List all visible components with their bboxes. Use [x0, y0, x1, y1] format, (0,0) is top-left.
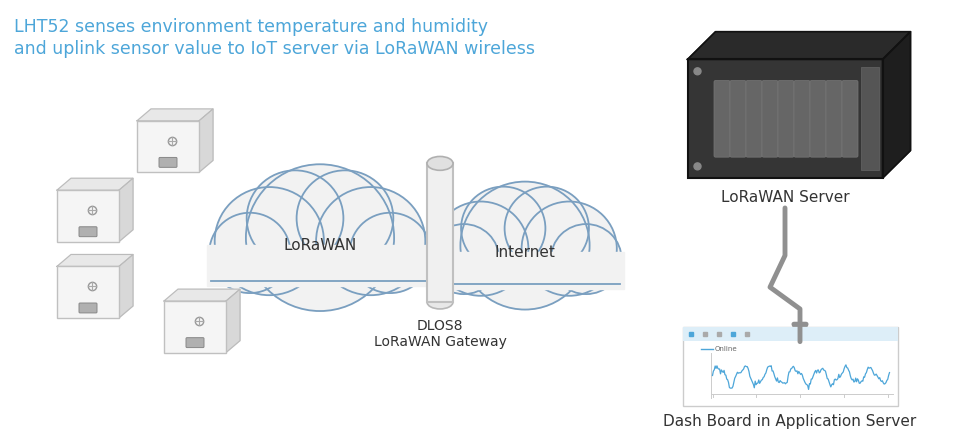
- Polygon shape: [226, 289, 240, 353]
- Polygon shape: [137, 109, 213, 121]
- Circle shape: [247, 170, 343, 266]
- Bar: [682, 327, 898, 341]
- Text: Internet: Internet: [495, 245, 555, 260]
- Text: Dash Board in Application Server: Dash Board in Application Server: [663, 414, 917, 429]
- Bar: [137, 121, 199, 172]
- Circle shape: [246, 164, 394, 311]
- FancyBboxPatch shape: [714, 80, 730, 157]
- Circle shape: [522, 201, 617, 296]
- FancyBboxPatch shape: [746, 80, 762, 157]
- Polygon shape: [119, 254, 133, 318]
- Circle shape: [209, 213, 290, 293]
- FancyBboxPatch shape: [186, 338, 204, 348]
- Circle shape: [316, 187, 426, 295]
- Circle shape: [429, 224, 499, 294]
- FancyBboxPatch shape: [826, 80, 842, 157]
- Circle shape: [214, 187, 324, 295]
- Circle shape: [297, 170, 393, 266]
- Ellipse shape: [427, 295, 453, 309]
- Polygon shape: [119, 178, 133, 241]
- Circle shape: [551, 224, 622, 294]
- Text: LoRaWAN Gateway: LoRaWAN Gateway: [374, 335, 506, 349]
- Bar: [427, 163, 453, 302]
- FancyBboxPatch shape: [79, 227, 97, 237]
- Circle shape: [460, 181, 590, 310]
- Polygon shape: [57, 178, 133, 190]
- Text: LoRaWAN: LoRaWAN: [283, 238, 357, 254]
- Bar: [687, 60, 882, 178]
- FancyBboxPatch shape: [159, 157, 177, 167]
- FancyBboxPatch shape: [778, 80, 794, 157]
- Circle shape: [350, 213, 431, 293]
- Circle shape: [433, 201, 529, 296]
- Bar: [860, 67, 878, 170]
- Polygon shape: [882, 32, 910, 178]
- Ellipse shape: [427, 156, 453, 170]
- FancyBboxPatch shape: [794, 80, 810, 157]
- Text: Online: Online: [714, 346, 737, 352]
- Bar: [164, 301, 226, 353]
- Polygon shape: [57, 254, 133, 267]
- Text: LHT52 senses environment temperature and humidity: LHT52 senses environment temperature and…: [14, 18, 488, 36]
- Bar: [57, 190, 119, 241]
- FancyBboxPatch shape: [810, 80, 826, 157]
- Polygon shape: [687, 32, 910, 60]
- Bar: [57, 267, 119, 318]
- Circle shape: [694, 163, 701, 170]
- Polygon shape: [164, 289, 240, 301]
- Text: and uplink sensor value to IoT server via LoRaWAN wireless: and uplink sensor value to IoT server vi…: [14, 40, 535, 57]
- FancyBboxPatch shape: [79, 303, 97, 313]
- Bar: [207, 245, 433, 286]
- Bar: [427, 252, 624, 289]
- FancyBboxPatch shape: [762, 80, 778, 157]
- Text: DLOS8: DLOS8: [417, 319, 463, 333]
- Circle shape: [505, 187, 589, 270]
- FancyBboxPatch shape: [730, 80, 746, 157]
- FancyBboxPatch shape: [842, 80, 858, 157]
- Bar: [682, 327, 898, 406]
- Polygon shape: [199, 109, 213, 172]
- Circle shape: [461, 187, 546, 270]
- Circle shape: [694, 68, 701, 75]
- Text: LoRaWAN Server: LoRaWAN Server: [721, 190, 850, 205]
